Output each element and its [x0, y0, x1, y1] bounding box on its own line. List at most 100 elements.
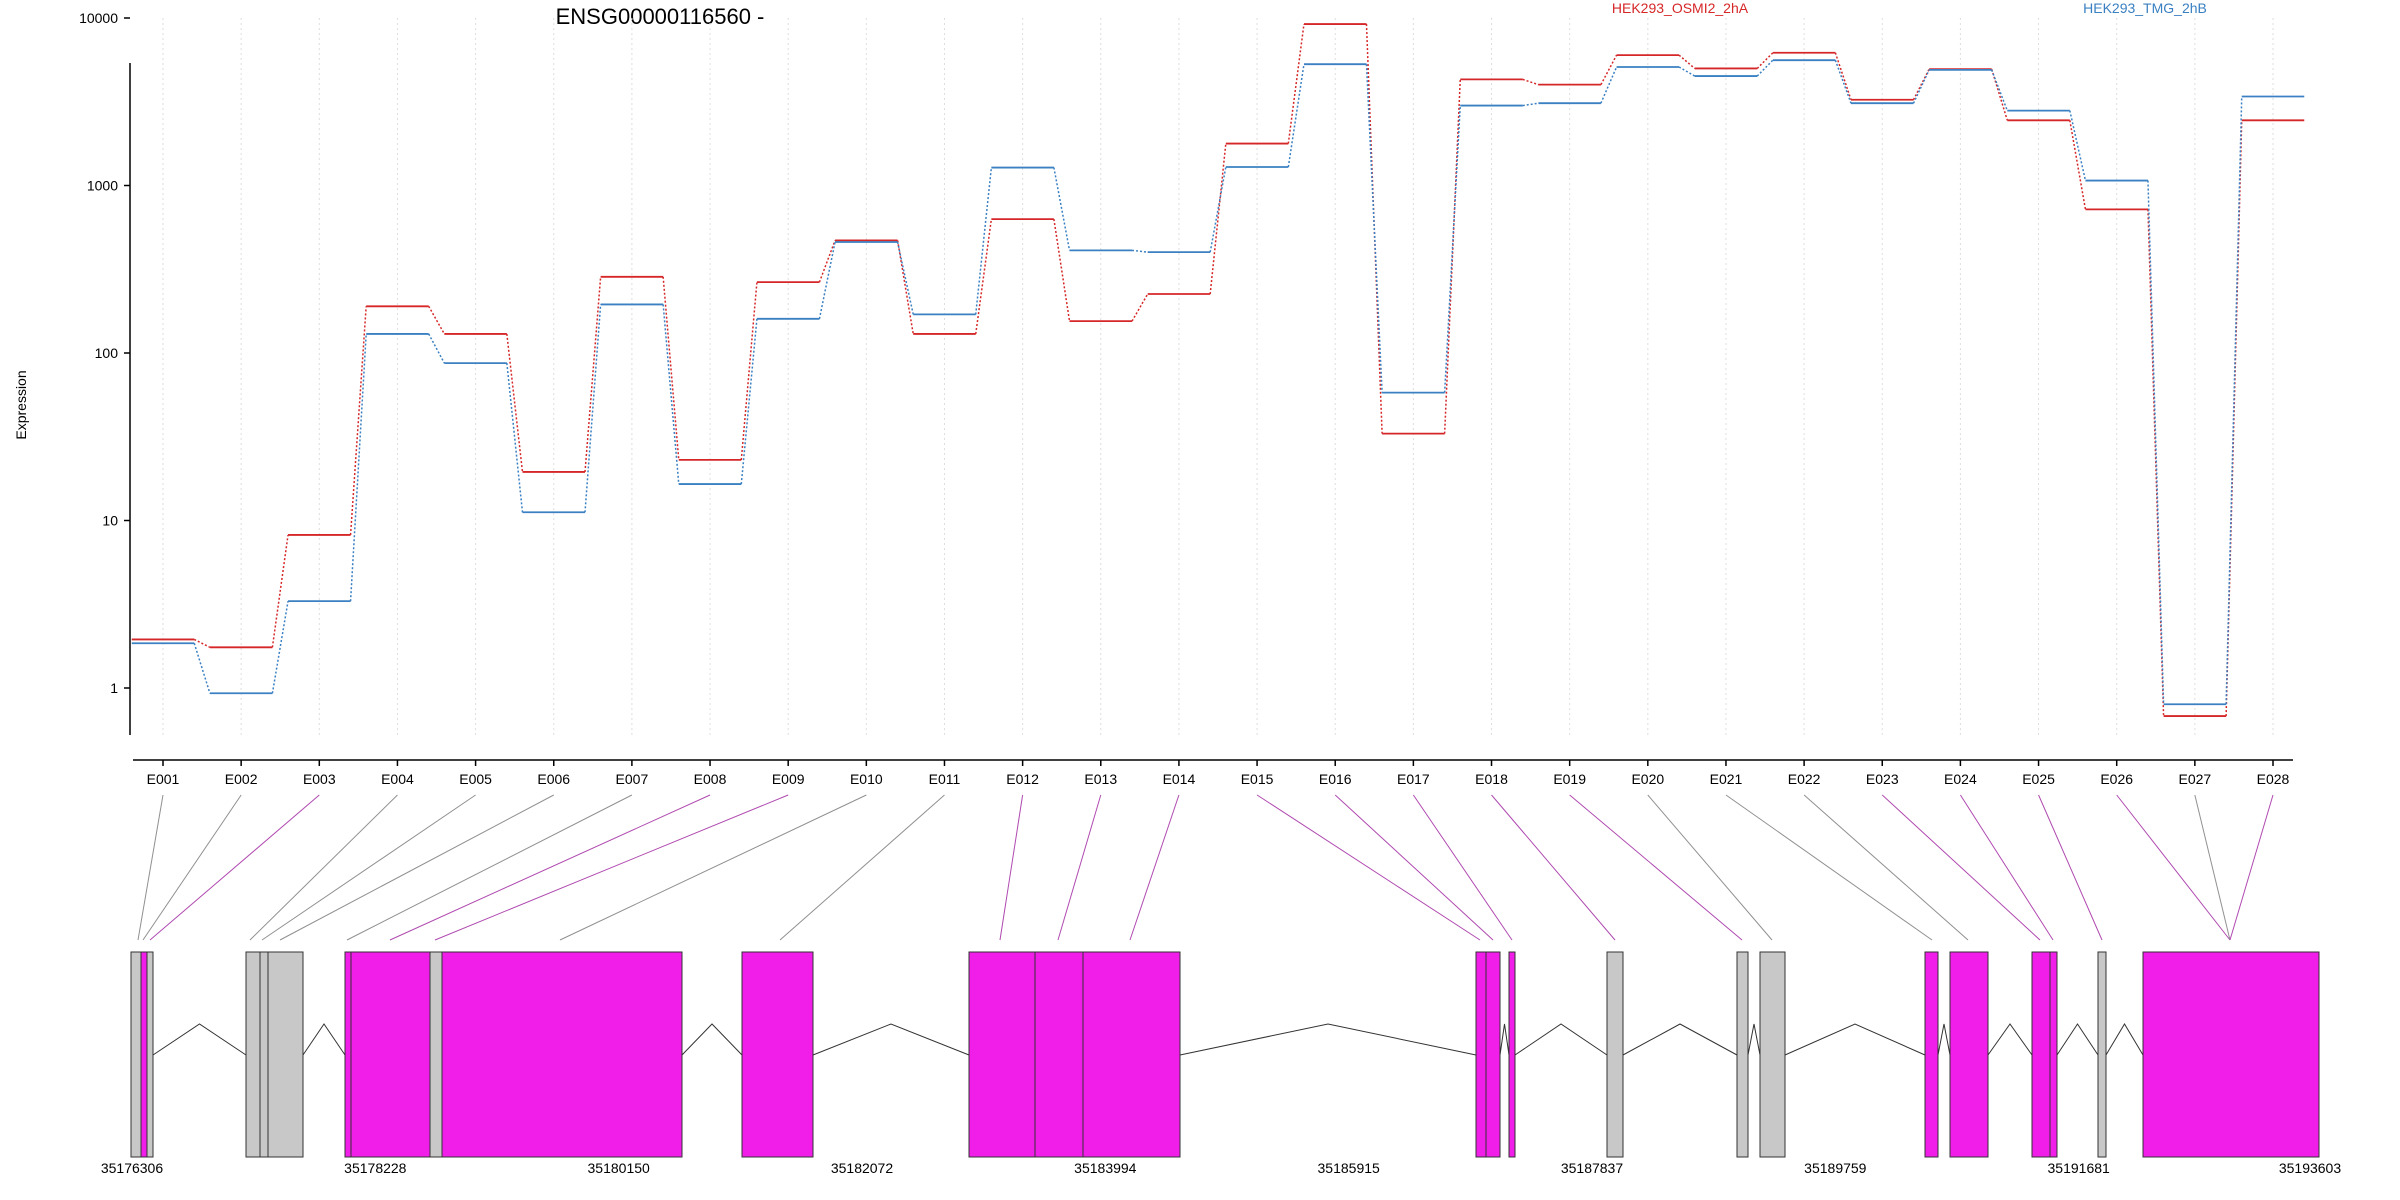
series-2-connector	[506, 363, 524, 513]
series-2-connector	[1834, 59, 1852, 104]
intron-line	[681, 1023, 743, 1056]
exon-block	[2142, 951, 2320, 1158]
series-2-connector	[1990, 69, 2008, 111]
y-tick-label: 1	[110, 680, 118, 696]
y-tick-label: 10000	[79, 10, 118, 26]
coord-tick-label: 35183994	[1074, 1160, 1137, 1176]
x-tick-label: E019	[1553, 771, 1586, 787]
x-tick-label: E023	[1866, 771, 1899, 787]
series-2-connector	[1209, 166, 1227, 253]
series-1-connector	[506, 333, 524, 473]
x-tick-label: E010	[850, 771, 883, 787]
series-1-connector	[1990, 68, 2009, 121]
exon-connector	[434, 794, 789, 941]
exon-block	[968, 951, 1036, 1158]
series-1-connector	[193, 638, 211, 648]
y-axis-label: Expression	[13, 370, 29, 439]
exon-block	[267, 951, 304, 1158]
exon-connector	[142, 794, 242, 941]
exon-block	[1924, 951, 1939, 1158]
series-2-connector	[428, 333, 445, 364]
series-1-connector	[1131, 293, 1149, 322]
intron-line	[1179, 1023, 1477, 1056]
series-1-connector	[428, 305, 445, 335]
series-2-connector	[974, 167, 993, 315]
exon-block	[344, 951, 352, 1158]
series-1-connector	[740, 282, 758, 460]
x-tick-label: E008	[694, 771, 727, 787]
coord-tick-label: 35178228	[344, 1160, 407, 1176]
genomic-coordinate-axis: 35176306 35178228 35180150 35182072 35183994…	[101, 1160, 2342, 1176]
exon-connector	[2194, 794, 2231, 941]
x-tick-label: E013	[1084, 771, 1117, 787]
exon-connector	[1129, 794, 1180, 941]
series-1-connector	[1600, 54, 1618, 86]
x-tick-label: E014	[1163, 771, 1196, 787]
exon-block	[259, 951, 269, 1158]
series-2-connector	[896, 241, 914, 315]
exon-block	[1082, 951, 1181, 1158]
series-1-connector	[584, 276, 602, 472]
coord-tick-label: 35182072	[831, 1160, 894, 1176]
exon-connector	[1959, 794, 2054, 941]
x-tick-label: E024	[1944, 771, 1977, 787]
intron-line	[1987, 1023, 2033, 1056]
exon-connector	[1881, 794, 2041, 941]
exon-block	[1759, 951, 1786, 1158]
x-tick-label: E015	[1241, 771, 1274, 787]
exon-block	[1606, 951, 1624, 1158]
exon-block	[1034, 951, 1084, 1158]
series-2-connector	[1756, 59, 1774, 77]
series-1-connector	[349, 306, 367, 535]
exon-block	[245, 951, 261, 1158]
x-tick-label: E003	[303, 771, 336, 787]
exon-connector	[149, 794, 320, 941]
exon-connector	[1803, 794, 1969, 941]
series-2-connector	[349, 333, 367, 602]
x-tick-label: E020	[1631, 771, 1664, 787]
exon-connector	[2038, 794, 2103, 941]
exon-connector	[2229, 794, 2274, 941]
exon-connector	[999, 794, 1024, 941]
x-tick-label: E016	[1319, 771, 1352, 787]
series-2-connector	[193, 643, 211, 694]
exon-connector	[2116, 794, 2231, 941]
x-tick-label: E007	[616, 771, 649, 787]
exon-block	[1475, 951, 1487, 1158]
exon-connector	[279, 794, 554, 941]
series-2-connector	[818, 241, 836, 319]
series-1-connector	[662, 276, 680, 460]
series-1-connector	[1287, 23, 1305, 144]
x-tick-label: E001	[147, 771, 180, 787]
intron-line	[1514, 1023, 1608, 1056]
chart-title: ENSG00000116560 -	[556, 4, 765, 29]
exon-block	[1508, 951, 1516, 1158]
series-1-connector	[1756, 52, 1774, 69]
series-1-connector	[1053, 218, 1071, 322]
exon-connectors	[137, 794, 2274, 941]
x-tick-label: E017	[1397, 771, 1430, 787]
x-tick-label: E002	[225, 771, 258, 787]
exon-connector	[1256, 794, 1481, 941]
exon-connector	[1334, 794, 1494, 941]
exon-block	[130, 951, 142, 1158]
coord-tick-label: 35176306	[101, 1160, 164, 1176]
intron-line	[152, 1023, 247, 1056]
x-tick-label: E009	[772, 771, 805, 787]
grid-lines	[162, 18, 2274, 735]
series-2-connector	[1600, 66, 1618, 104]
intron-line	[1499, 1023, 1510, 1056]
exon-block	[441, 951, 683, 1158]
x-tick-label: E012	[1006, 771, 1039, 787]
intron-line	[812, 1023, 970, 1056]
intron-line	[1622, 1023, 1738, 1056]
legend-osmi2: HEK293_OSMI2_2hA	[1612, 0, 1749, 16]
intron-line	[2105, 1023, 2144, 1056]
series-1-connector	[2069, 120, 2087, 210]
series-1-connector	[1912, 68, 1930, 101]
series-2-connector	[1053, 167, 1071, 251]
series-2-connector	[1131, 249, 1148, 253]
exon-connector	[1647, 794, 1773, 941]
y-tick-label: 1000	[87, 178, 118, 194]
